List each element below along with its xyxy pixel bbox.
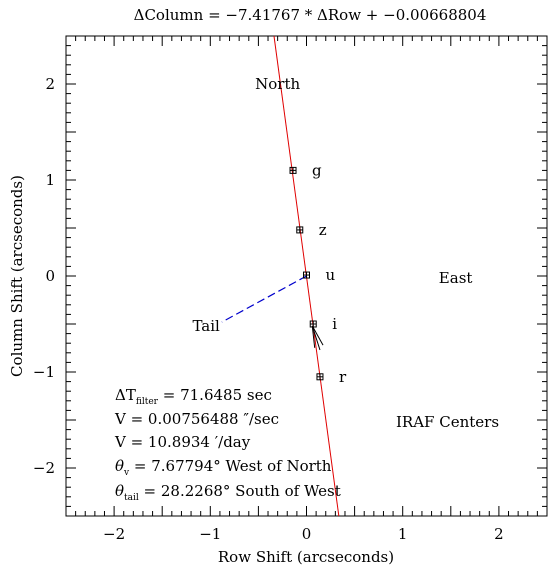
- point-label: g: [312, 161, 322, 179]
- arrow-shaft: [311, 325, 321, 351]
- point-label: u: [326, 266, 336, 284]
- arrow-head: [311, 325, 324, 346]
- theta-tail-subscript: tail: [124, 493, 139, 503]
- point-label: r: [339, 368, 347, 386]
- tail-line: [221, 275, 307, 323]
- velocity-arcsec-annotation: V = 0.00756488 ″/sec: [114, 410, 279, 428]
- data-points: g z u i r: [289, 161, 347, 386]
- theta-tail-value: = 28.2268° South of West: [139, 482, 341, 500]
- x-tick-label: 2: [494, 525, 504, 543]
- x-tick-label: −1: [199, 525, 221, 543]
- theta-tail-symbol: θ: [115, 482, 124, 500]
- theta-v-value: = 7.67794° West of North: [129, 457, 332, 475]
- point-label: i: [332, 315, 337, 333]
- x-tick-label: −2: [103, 525, 125, 543]
- x-axis-label: Row Shift (arcseconds): [218, 548, 394, 566]
- east-label: East: [439, 269, 473, 287]
- tail-label: Tail: [192, 317, 220, 335]
- theta-tail-annotation: θtail = 28.2268° South of West: [115, 482, 341, 503]
- north-label: North: [255, 75, 300, 93]
- y-tick-label: 0: [45, 267, 55, 285]
- x-tick-label: 1: [398, 525, 408, 543]
- x-tick-label: 0: [302, 525, 312, 543]
- delta-t-prefix: ΔT: [115, 386, 136, 404]
- tick-labels: −2 −1 0 1 2 −2 −1 0 1 2: [33, 75, 504, 543]
- delta-t-annotation: ΔTfilter = 71.6485 sec: [115, 386, 272, 407]
- velocity-arcmin-annotation: V = 10.8934 ′/day: [114, 433, 251, 451]
- velocity-arrow: [311, 325, 324, 351]
- plot-frame: [65, 35, 548, 517]
- point-label: z: [319, 221, 327, 239]
- chart-title: ΔColumn = −7.41767 * ΔRow + −0.00668804: [134, 6, 487, 24]
- y-tick-label: −2: [33, 459, 55, 477]
- delta-t-subscript: filter: [136, 397, 159, 407]
- theta-v-annotation: θv = 7.67794° West of North: [115, 457, 332, 478]
- y-axis-label: Column Shift (arcseconds): [8, 175, 26, 377]
- tick-marks: [65, 35, 548, 517]
- theta-v-symbol: θ: [115, 457, 124, 475]
- y-tick-label: 1: [45, 171, 55, 189]
- theta-v-subscript: v: [123, 468, 130, 478]
- method-annotation: IRAF Centers: [396, 413, 499, 431]
- y-tick-label: −1: [33, 363, 55, 381]
- arrow-head: [311, 325, 316, 348]
- delta-t-value: = 71.6485 sec: [158, 386, 272, 404]
- y-tick-label: 2: [45, 75, 55, 93]
